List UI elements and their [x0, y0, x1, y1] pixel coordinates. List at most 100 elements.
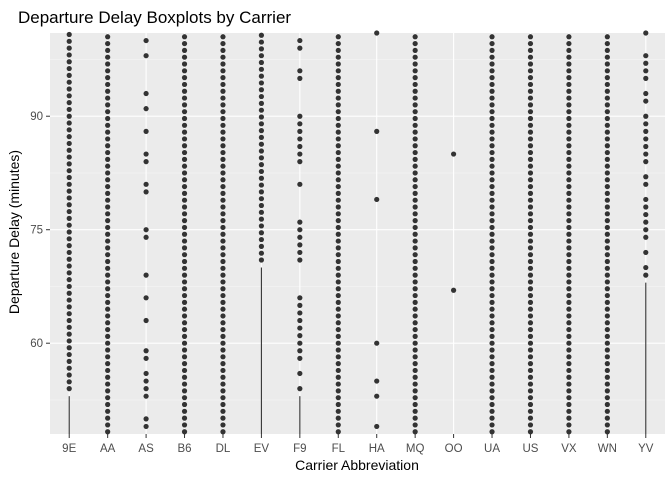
outlier-point	[566, 122, 572, 128]
outlier-point	[412, 245, 418, 251]
outlier-point	[489, 422, 495, 428]
y-tick-label: 90	[30, 111, 43, 123]
outlier-point	[220, 177, 226, 183]
outlier-point	[335, 340, 341, 346]
outlier-point	[143, 370, 149, 377]
outlier-point	[181, 252, 188, 258]
outlier-point	[335, 129, 341, 135]
outlier-point	[527, 361, 534, 367]
outlier-point	[220, 211, 226, 217]
outlier-point	[604, 292, 610, 299]
outlier-point	[66, 338, 72, 344]
outlier-point	[335, 333, 341, 339]
outlier-point	[258, 114, 265, 120]
outlier-point	[566, 109, 572, 115]
x-tick-label: EV	[254, 443, 270, 455]
outlier-point	[527, 197, 534, 203]
outlier-point	[335, 347, 341, 353]
outlier-point	[66, 72, 72, 78]
outlier-point	[335, 34, 341, 40]
outlier-point	[527, 340, 534, 346]
outlier-point	[412, 136, 418, 142]
outlier-point	[604, 313, 610, 319]
outlier-point	[66, 311, 72, 317]
outlier-point	[566, 258, 572, 265]
outlier-point	[412, 143, 418, 149]
outlier-point	[489, 265, 495, 271]
outlier-point	[258, 128, 265, 134]
outlier-point	[181, 347, 188, 353]
outlier-point	[220, 40, 226, 47]
outlier-point	[335, 415, 341, 421]
outlier-point	[566, 415, 572, 421]
outlier-point	[527, 401, 534, 408]
outlier-point	[604, 115, 610, 122]
outlier-point	[105, 408, 111, 414]
outlier-point	[604, 272, 610, 278]
outlier-point	[489, 183, 495, 190]
x-axis: 9E AA AS B6 DL EV F9 FL HA MQ OO UA US VX WN YV	[62, 434, 654, 455]
outlier-point	[66, 120, 72, 126]
outlier-point	[181, 306, 188, 312]
outlier-point	[181, 204, 188, 210]
outlier-point	[527, 149, 534, 156]
outlier-point	[643, 60, 649, 66]
outlier-point	[105, 361, 111, 367]
outlier-point	[105, 354, 111, 360]
outlier-point	[604, 361, 610, 367]
outlier-point	[412, 197, 418, 203]
outlier-point	[181, 88, 188, 94]
outlier-point	[566, 333, 572, 339]
outlier-point	[566, 149, 572, 156]
outlier-point	[566, 75, 572, 81]
outlier-point	[604, 170, 610, 176]
outlier-point	[66, 202, 72, 208]
outlier-point	[527, 102, 534, 108]
outlier-point	[143, 90, 149, 97]
outlier-point	[143, 189, 149, 195]
outlier-point	[66, 263, 72, 269]
outlier-point	[181, 245, 188, 251]
outlier-point	[566, 265, 572, 271]
outlier-point	[105, 347, 111, 353]
outlier-point	[143, 393, 149, 399]
outlier-point	[527, 252, 534, 258]
outlier-point	[220, 429, 226, 435]
outlier-point	[527, 95, 534, 101]
outlier-point	[527, 190, 534, 196]
outlier-point	[105, 401, 111, 408]
outlier-point	[412, 54, 418, 60]
outlier-point	[527, 347, 534, 353]
outlier-point	[489, 47, 495, 54]
outlier-point	[66, 345, 72, 351]
outlier-point	[220, 129, 226, 135]
y-tick-label: 75	[30, 225, 43, 237]
outlier-point	[297, 295, 303, 301]
outlier-point	[527, 81, 534, 88]
outlier-point	[297, 68, 303, 74]
outlier-point	[335, 183, 341, 190]
outlier-point	[143, 378, 149, 384]
outlier-point	[527, 109, 534, 115]
outlier-point	[220, 326, 226, 333]
outlier-point	[66, 317, 72, 324]
outlier-point	[181, 415, 188, 421]
outlier-point	[566, 347, 572, 353]
outlier-point	[220, 292, 226, 299]
outlier-point	[566, 361, 572, 367]
outlier-point	[105, 245, 111, 251]
outlier-point	[412, 102, 418, 108]
outlier-point	[66, 277, 72, 283]
outlier-point	[489, 306, 495, 312]
outlier-point	[527, 218, 534, 224]
outlier-point	[297, 159, 303, 165]
outlier-point	[566, 197, 572, 203]
outlier-point	[566, 395, 572, 401]
outlier-point	[181, 115, 188, 122]
outlier-point	[335, 115, 341, 122]
outlier-point	[105, 272, 111, 278]
outlier-point	[489, 109, 495, 115]
outlier-point	[489, 129, 495, 135]
boxplot-9e	[66, 31, 72, 434]
outlier-point	[297, 249, 303, 256]
